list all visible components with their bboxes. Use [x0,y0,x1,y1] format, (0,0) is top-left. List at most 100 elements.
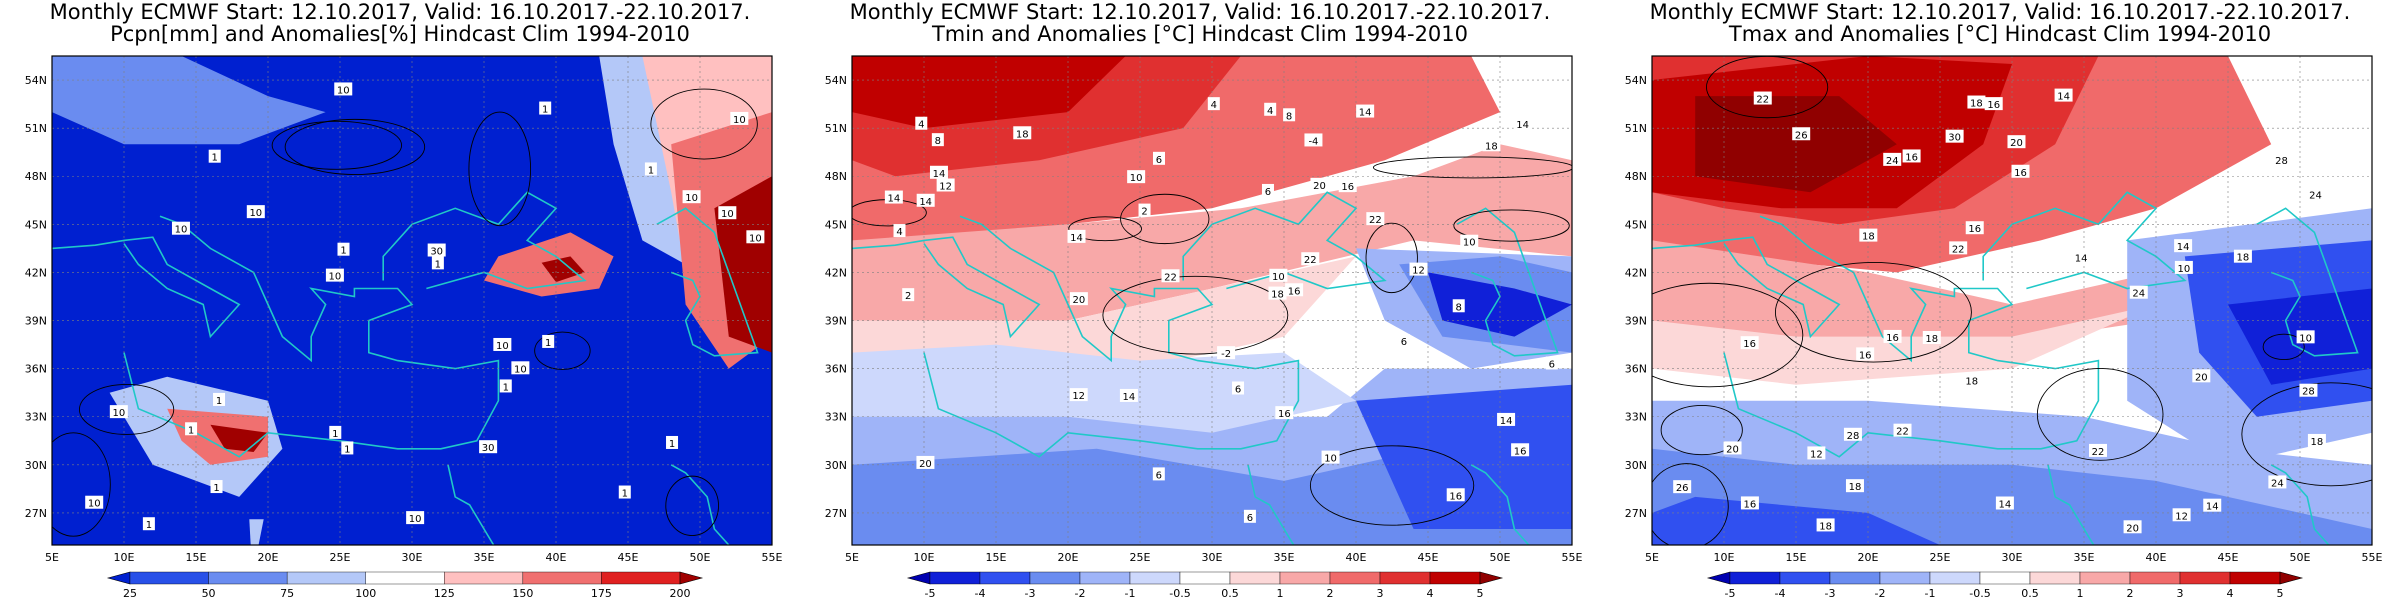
colorbar-tick-label: -2 [1875,587,1886,600]
colorbar-segment [979,571,1031,585]
contour-label: 1 [332,429,338,440]
contour-label: 22 [1756,95,1769,106]
lon-tick-label: 55E [1562,551,1583,564]
colorbar-tick-label: 200 [670,587,691,600]
contour-label-box [1511,443,1530,457]
lat-tick-label: 36N [825,363,847,376]
contour-line [534,331,591,370]
colorbar-tick-label: -2 [1075,587,1086,600]
contour-label-box [1513,116,1532,130]
lon-tick-label: 20E [1058,551,1079,564]
contour-label-box [1232,381,1245,395]
lon-tick-label: 15E [186,551,207,564]
contour-label: 18 [1970,99,1983,110]
contour-label-box [337,242,350,256]
colorbar-tick-label: 50 [202,587,216,600]
contour-label-box [1207,97,1220,111]
contour-label-box [1067,229,1086,243]
contour-label-box [2203,498,2222,512]
contour-label-box [2192,369,2211,383]
anomaly-area [714,176,772,353]
contour-label-box [1310,177,1329,191]
contour-label: 30 [1948,133,1961,144]
lon-tick-label: 35E [1274,551,1295,564]
colorbar-segment [1879,571,1931,585]
lon-tick-label: 30E [2002,551,2023,564]
contour-label: 10 [733,115,746,126]
contour-label-box [1452,299,1465,313]
map-frame [851,55,1573,546]
contour-label: 8 [1456,302,1462,313]
colorbar-tick-label: 3 [2177,587,2184,600]
colorbar-tick-label: 0.5 [1221,587,1239,600]
tmax-map: 1614101616182018161814182222201812141610… [1625,55,2383,600]
anomaly-area [1652,304,2156,385]
contour-label: 6 [1235,384,1241,395]
contour-label: 24 [2309,191,2322,202]
colorbar-segment [1129,571,1181,585]
contour-label-box [329,425,342,439]
contour-label: 22 [2092,447,2105,458]
contour-label-box [2011,164,2030,178]
contour-label-box [171,221,190,235]
contour-label: 18 [2237,253,2250,264]
contour-label: 2 [905,291,911,302]
contour-label: 10 [685,193,698,204]
colorbar-tick-label: -1 [1125,587,1136,600]
contour-label-box [511,361,530,375]
anomaly-area [1695,96,1897,193]
lon-tick-label: 15E [986,551,1007,564]
lon-tick-label: 40E [546,551,567,564]
colorbar-segment [1979,571,2031,585]
lat-tick-label: 51N [25,122,47,135]
contour-label: 1 [648,165,654,176]
lon-tick-label: 40E [2146,551,2167,564]
lat-tick-label: 54N [25,74,47,87]
contour-label-box [1366,212,1385,226]
contour-label-box [1740,336,1759,350]
contour-line [2241,382,2372,487]
contour-label: 24 [2132,289,2145,300]
contour-label-box [936,178,955,192]
contour-label-box [539,101,552,115]
colorbar-segment [2129,571,2181,585]
contour-label-box [1283,108,1296,122]
contour-label: 28 [2302,387,2315,398]
contour-label: 18 [1485,141,1498,152]
contour-label-box [884,190,903,204]
coastline [447,464,495,545]
lon-tick-label: 10E [1714,551,1735,564]
coastline [670,464,730,545]
coastline [852,236,1041,339]
colorbar-tick-label: -1 [1925,587,1936,600]
contour-label-box [2088,443,2107,457]
contour-label: 1 [545,338,551,349]
contour-label-box [1119,388,1138,402]
map-frame [1651,55,2373,546]
contour-label-box [1792,127,1811,141]
contour-label: 10 [112,408,125,419]
anomaly-area [52,56,326,145]
contour-label-box [1922,331,1941,345]
contour-label-box [1723,441,1742,455]
lat-tick-label: 27N [825,507,847,520]
lat-tick-label: 36N [1625,363,1647,376]
contour-label-box [1965,221,1984,235]
colorbar-segment [1079,571,1131,585]
contour-label: 18 [1849,482,1862,493]
lon-tick-label: 15E [1786,551,1807,564]
contour-label: 10 [409,514,422,525]
coastline [52,236,241,339]
contour-label-box [1069,388,1088,402]
contour-label: 20 [1073,295,1086,306]
contour-line [1120,193,1210,245]
contour-label: 22 [1896,427,1909,438]
contour-label-box [1949,241,1968,255]
contour-label-box [2054,88,2073,102]
contour-label: 10 [175,225,188,236]
lat-tick-label: 42N [1625,266,1647,279]
contour-label: 12 [2175,511,2188,522]
colorbar-tick-label: -0.5 [1169,587,1190,600]
contour-label: 1 [503,382,509,393]
lon-tick-label: 5E [1645,551,1659,564]
